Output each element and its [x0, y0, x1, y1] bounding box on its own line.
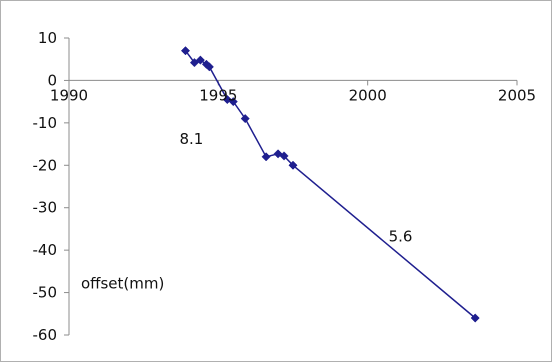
data-point	[228, 97, 238, 107]
data-point	[240, 114, 250, 124]
data-point	[204, 62, 214, 72]
y-tick-label: 10	[38, 29, 57, 47]
y-tick-label: -20	[33, 156, 58, 174]
y-tick-label: -30	[33, 199, 58, 217]
x-tick-label: 1990	[50, 86, 88, 104]
data-point	[288, 160, 298, 170]
y-tick-label: -40	[33, 241, 58, 259]
annotation-label: 5.6	[389, 228, 413, 246]
x-tick-label: 2005	[498, 86, 536, 104]
y-tick-label: -10	[33, 114, 58, 132]
data-point	[180, 46, 191, 56]
x-tick-label: 1995	[199, 86, 237, 104]
y-tick-label: 0	[47, 71, 57, 89]
data-point	[195, 55, 205, 65]
y-tick-label: -50	[33, 284, 58, 302]
data-point	[222, 94, 232, 105]
annotation-label: 8.1	[180, 130, 204, 148]
x-tick-label: 2000	[349, 86, 387, 104]
data-point	[261, 152, 271, 162]
y-tick-label: -60	[33, 326, 58, 344]
data-point	[470, 313, 480, 323]
data-point	[279, 151, 289, 161]
annotation-label: offset(mm)	[81, 274, 164, 292]
